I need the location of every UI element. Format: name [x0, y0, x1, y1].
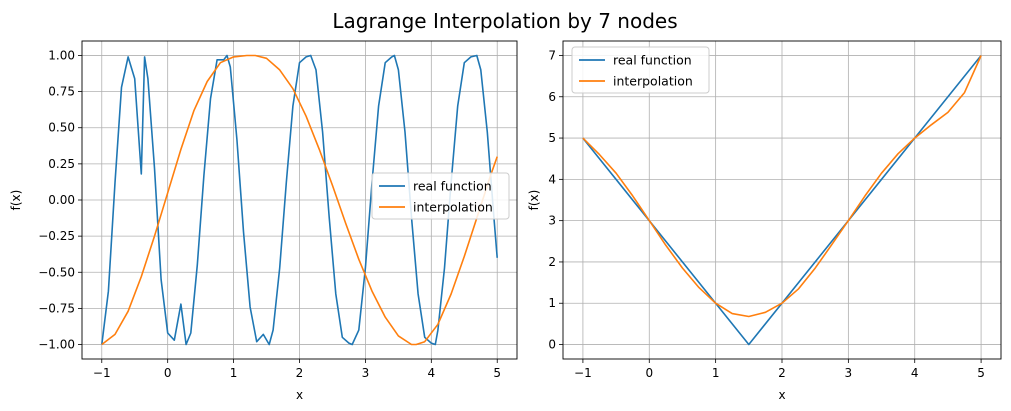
legend-box — [571, 46, 710, 94]
legend-label: real function — [413, 179, 492, 194]
y-tick-label: 7 — [548, 48, 556, 62]
series-line-real-function — [101, 54, 498, 346]
y-tick-label: −0.50 — [38, 265, 75, 279]
legend-box — [371, 172, 510, 220]
y-axis-label: f(x) — [527, 190, 541, 211]
x-tick-label: 4 — [911, 366, 919, 380]
x-tick-label: 1 — [230, 366, 238, 380]
y-tick-label: 0.00 — [48, 193, 75, 207]
y-tick-label: 6 — [548, 90, 556, 104]
x-tick-label: 5 — [977, 366, 985, 380]
legend: real function interpolation — [371, 172, 510, 220]
y-tick-label: 4 — [548, 172, 556, 186]
y-tick-label: 0.50 — [48, 121, 75, 135]
x-axis-label: x — [778, 388, 785, 402]
series-group — [582, 54, 982, 346]
figure-title: Lagrange Interpolation by 7 nodes — [332, 9, 677, 33]
series-line-interpolation — [582, 55, 982, 318]
legend-label: interpolation — [613, 74, 693, 89]
left-chart: −1 0 1 2 3 4 5 −1.00 −0.75 −0.50 −0.25 0.00 0.25 0.50… — [9, 40, 518, 402]
y-axis-label: f(x) — [9, 190, 23, 211]
y-tick-label: 1 — [548, 296, 556, 310]
x-tick-label: 3 — [845, 366, 853, 380]
y-tick-label: 0.25 — [48, 157, 75, 171]
x-tick-label: 2 — [296, 366, 304, 380]
y-tick-label: 0 — [548, 338, 556, 352]
x-tick-label: −1 — [93, 366, 111, 380]
y-tick-label: −1.00 — [38, 338, 75, 352]
right-chart: −1 0 1 2 3 4 5 0 1 2 3 4 5 6 7 x f(x) real function interp… — [527, 40, 1002, 402]
legend-label: interpolation — [413, 200, 493, 215]
x-tick-label: −1 — [574, 366, 592, 380]
x-tick-label: 2 — [778, 366, 786, 380]
y-tick-label: −0.25 — [38, 229, 75, 243]
x-tick-label: 1 — [712, 366, 720, 380]
y-tick-label: 1.00 — [48, 48, 75, 62]
series-group — [101, 54, 498, 346]
x-tick-label: 0 — [645, 366, 653, 380]
legend-label: real function — [613, 53, 692, 68]
x-tick-label: 0 — [164, 366, 172, 380]
y-tick-label: 0.75 — [48, 85, 75, 99]
y-tick-label: 5 — [548, 131, 556, 145]
legend: real function interpolation — [571, 46, 710, 94]
y-tick-label: 2 — [548, 255, 556, 269]
y-tick-label: 3 — [548, 214, 556, 228]
series-line-interpolation — [101, 54, 498, 346]
x-axis-label: x — [296, 388, 303, 402]
x-tick-label: 4 — [427, 366, 435, 380]
y-tick-label: −0.75 — [38, 301, 75, 315]
series-line-real-function — [582, 54, 982, 346]
x-tick-label: 3 — [362, 366, 370, 380]
x-tick-label: 5 — [493, 366, 501, 380]
